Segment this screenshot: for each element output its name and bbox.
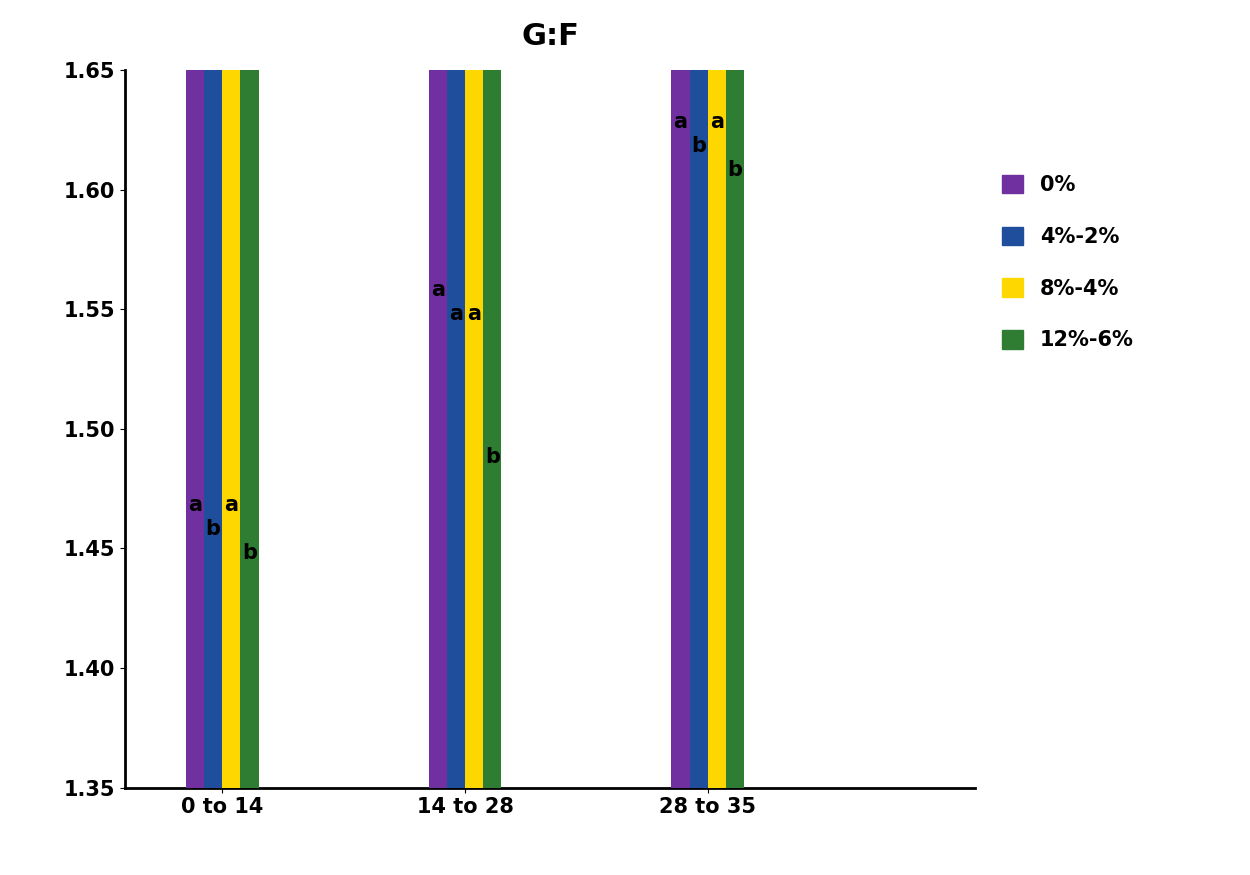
Bar xyxy=(690,0,708,788)
Text: a: a xyxy=(468,304,481,324)
Text: a: a xyxy=(188,495,201,514)
Text: b: b xyxy=(242,542,258,563)
Text: a: a xyxy=(449,304,462,324)
Text: a: a xyxy=(710,112,724,132)
Bar xyxy=(429,0,446,788)
Text: b: b xyxy=(728,160,742,180)
Text: b: b xyxy=(485,447,500,467)
Text: a: a xyxy=(224,495,239,514)
Text: b: b xyxy=(205,519,220,539)
Legend: 0%, 4%-2%, 8%-4%, 12%-6%: 0%, 4%-2%, 8%-4%, 12%-6% xyxy=(994,166,1142,359)
Bar xyxy=(222,0,240,788)
Bar xyxy=(726,0,744,788)
Text: a: a xyxy=(674,112,688,132)
Bar xyxy=(446,0,465,788)
Bar xyxy=(707,0,726,788)
Bar xyxy=(204,0,222,788)
Bar xyxy=(671,0,690,788)
Bar xyxy=(484,0,501,788)
Text: b: b xyxy=(691,136,706,156)
Text: a: a xyxy=(431,280,445,299)
Bar xyxy=(240,0,259,788)
Title: G:F: G:F xyxy=(521,22,579,51)
Bar xyxy=(186,0,204,788)
Bar xyxy=(465,0,484,788)
